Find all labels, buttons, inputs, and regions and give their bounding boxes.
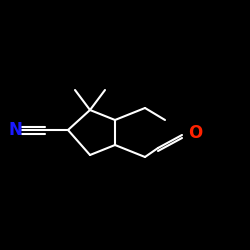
Text: N: N (8, 121, 22, 139)
Text: O: O (188, 124, 202, 142)
